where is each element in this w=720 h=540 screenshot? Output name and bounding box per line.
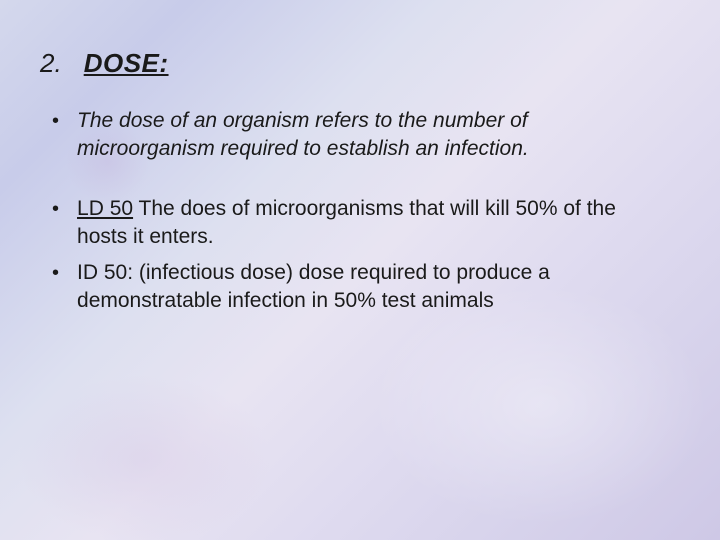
bullet-item: • ID 50: (infectious dose) dose required … (40, 259, 680, 315)
bullet-marker: • (52, 195, 59, 251)
heading-number: 2. (40, 48, 62, 79)
bullet-text: The dose of an organism refers to the nu… (77, 107, 657, 163)
heading-row: 2. DOSE: (40, 48, 680, 79)
bullet-text-plain: ID 50: (infectious dose) dose required t… (77, 261, 550, 312)
bullet-text-plain: The dose of an organism refers to the nu… (77, 109, 529, 160)
bullet-text: LD 50 The does of microorganisms that wi… (77, 195, 657, 251)
bullet-marker: • (52, 259, 59, 315)
bullet-marker: • (52, 107, 59, 163)
heading-title: DOSE: (84, 48, 169, 78)
bullet-text-plain: The does of microorganisms that will kil… (77, 197, 616, 248)
slide-content: 2. DOSE: • The dose of an organism refers… (0, 0, 720, 363)
bullet-item: • LD 50 The does of microorganisms that w… (40, 195, 680, 251)
bullet-text: ID 50: (infectious dose) dose required t… (77, 259, 657, 315)
bullet-item: • The dose of an organism refers to the n… (40, 107, 680, 163)
heading-title-wrap: DOSE: (84, 48, 169, 79)
bullet-list: • The dose of an organism refers to the n… (40, 107, 680, 315)
bullet-prefix-underlined: LD 50 (77, 197, 133, 220)
